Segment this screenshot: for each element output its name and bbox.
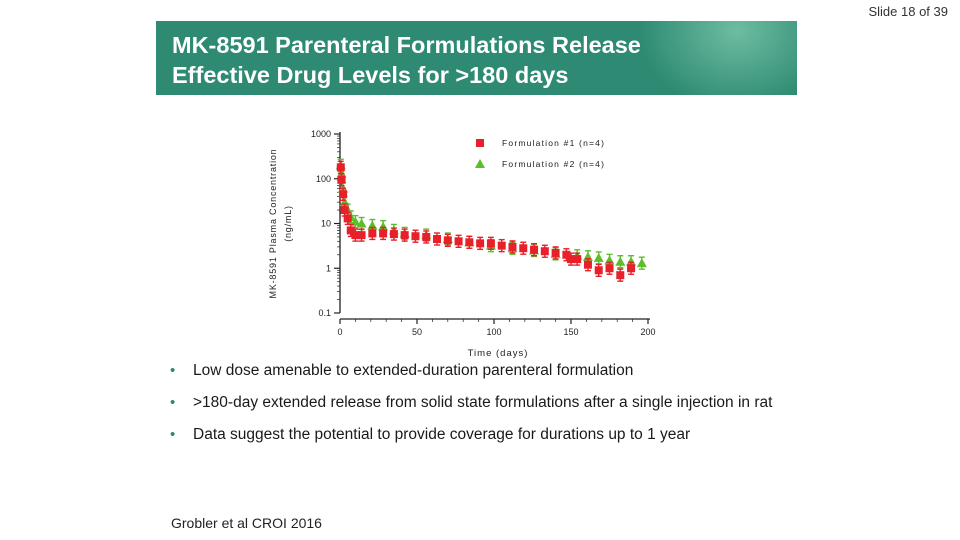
data-point <box>616 271 625 280</box>
data-point <box>346 226 355 235</box>
data-point <box>583 260 592 269</box>
data-point <box>378 221 389 231</box>
data-point <box>433 235 442 244</box>
data-point <box>562 250 571 259</box>
data-point <box>336 163 345 172</box>
x-tick-label: 100 <box>486 327 501 337</box>
x-tick-label: 50 <box>412 327 422 337</box>
data-point <box>337 175 346 184</box>
data-point <box>343 214 352 223</box>
x-tick-label: 0 <box>337 327 342 337</box>
data-point <box>339 190 348 199</box>
data-point <box>567 255 575 264</box>
legend-label: Formulation #1 (n=4) <box>502 138 605 148</box>
data-point <box>519 244 528 253</box>
bullet-item: • Low dose amenable to extended-duration … <box>170 362 810 380</box>
data-point <box>379 229 388 238</box>
legend-label: Formulation #2 (n=4) <box>502 159 605 169</box>
data-point <box>615 256 626 266</box>
data-point <box>400 231 409 240</box>
data-point <box>530 245 539 254</box>
data-point <box>422 232 431 241</box>
y-axis-label-units: (ng/mL) <box>283 205 293 242</box>
data-point <box>340 206 349 215</box>
y-tick-label: 1000 <box>311 129 331 139</box>
data-point <box>508 242 517 251</box>
plasma-concentration-chart: 0.1 1 10 100 1000 0 50 100 150 200 Time (days) MK-8… <box>258 120 678 360</box>
data-point <box>465 238 474 247</box>
y-tick-label: 10 <box>321 219 331 229</box>
legend-marker <box>475 159 485 168</box>
slide-counter: Slide 18 of 39 <box>868 4 948 19</box>
x-tick-label: 200 <box>640 327 655 337</box>
data-point <box>540 247 549 256</box>
data-point <box>454 237 463 246</box>
data-point <box>626 256 637 266</box>
data-point <box>497 241 506 250</box>
slide-title: MK-8591 Parenteral Formulations Release … <box>172 30 641 90</box>
data-point <box>551 248 560 257</box>
bullet-marker: • <box>170 426 176 443</box>
data-point <box>357 231 366 240</box>
data-point <box>350 216 361 226</box>
data-point <box>627 264 636 273</box>
data-point <box>368 229 377 238</box>
data-point <box>605 264 614 273</box>
bullet-marker: • <box>170 362 176 379</box>
bullet-item: • >180-day extended release from solid st… <box>170 394 810 412</box>
slide-title-line-2: Effective Drug Levels for >180 days <box>172 62 569 88</box>
bullet-text: Data suggest the potential to provide co… <box>193 426 691 443</box>
y-axis-label: MK-8591 Plasma Concentration <box>268 149 278 299</box>
data-point <box>636 258 647 268</box>
data-point <box>443 236 452 245</box>
data-point <box>476 239 485 248</box>
data-point <box>594 266 603 275</box>
bullet-text: >180-day extended release from solid sta… <box>193 394 773 411</box>
data-point <box>351 231 360 240</box>
bullet-marker: • <box>170 394 176 411</box>
banner-glow-decoration <box>637 21 797 95</box>
y-tick-label: 100 <box>316 174 331 184</box>
data-point <box>411 232 420 241</box>
legend-marker <box>476 139 484 147</box>
slide-title-line-1: MK-8591 Parenteral Formulations Release <box>172 32 641 58</box>
chart-canvas: 0.1 1 10 100 1000 0 50 100 150 200 Time (days) MK-8… <box>268 129 656 359</box>
bullet-text: Low dose amenable to extended-duration p… <box>193 362 634 379</box>
x-axis-label: Time (days) <box>468 348 529 359</box>
citation: Grobler et al CROI 2016 <box>171 515 322 531</box>
title-banner: MK-8591 Parenteral Formulations Release … <box>156 21 797 95</box>
data-point <box>573 255 582 264</box>
data-point <box>356 218 367 228</box>
bullet-item: • Data suggest the potential to provide c… <box>170 426 810 444</box>
x-tick-label: 150 <box>563 327 578 337</box>
bullet-list: • Low dose amenable to extended-duration … <box>170 362 810 458</box>
y-tick-label: 1 <box>326 263 331 273</box>
data-point <box>486 239 495 248</box>
data-point <box>389 230 398 239</box>
data-point <box>593 252 604 262</box>
y-tick-label: 0.1 <box>318 308 331 318</box>
